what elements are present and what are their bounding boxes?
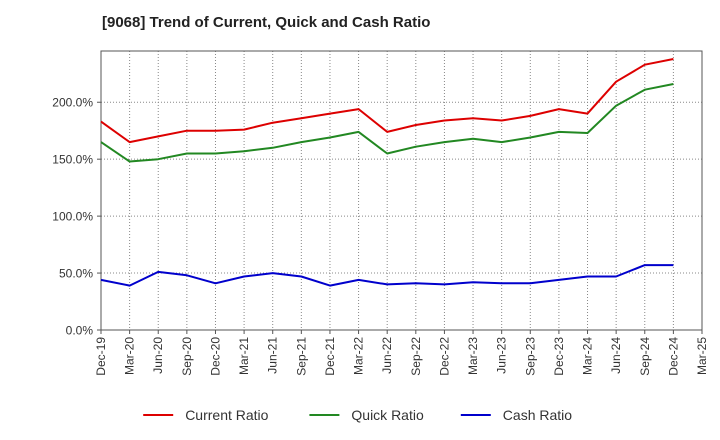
series-line-quick-ratio: [100, 83, 674, 163]
x-tick-label: Dec-20: [208, 337, 222, 376]
x-tick-label: Mar-20: [123, 337, 137, 375]
x-tick-label: Sep-20: [180, 337, 194, 376]
x-tick-label: Mar-23: [466, 337, 480, 375]
legend-item: Quick Ratio: [309, 407, 424, 423]
y-tick-label: 200.0%: [52, 96, 93, 110]
x-tick-label: Dec-24: [666, 337, 680, 376]
legend-label: Quick Ratio: [351, 407, 424, 423]
x-tick-label: Dec-21: [323, 337, 337, 376]
chart-title: [9068] Trend of Current, Quick and Cash …: [102, 14, 431, 31]
y-tick-label: 50.0%: [59, 267, 93, 281]
x-tick-label: Jun-24: [609, 337, 623, 374]
x-tick-label: Sep-22: [409, 337, 423, 376]
x-tick-label: Mar-21: [237, 337, 251, 375]
legend-label: Cash Ratio: [503, 407, 572, 423]
series-line-cash-ratio: [100, 264, 674, 287]
plot-frame: [100, 50, 703, 331]
x-tick-label: Mar-22: [352, 337, 366, 375]
legend-label: Current Ratio: [185, 407, 268, 423]
x-tick-label: Jun-20: [151, 337, 165, 374]
legend-item: Current Ratio: [143, 407, 269, 423]
x-tick-label: Jun-21: [266, 337, 280, 374]
x-tick-label: Dec-23: [552, 337, 566, 376]
x-tick-label: Jun-22: [380, 337, 394, 374]
x-tick-label: Sep-23: [523, 337, 537, 376]
x-tick-label: Dec-19: [94, 337, 108, 376]
y-tick-label: 0.0%: [66, 324, 94, 338]
y-tick-label: 100.0%: [52, 210, 93, 224]
x-tick-label: Mar-24: [581, 337, 595, 375]
x-tick-label: Mar-25: [695, 337, 709, 375]
legend-item: Cash Ratio: [460, 407, 572, 423]
x-tick-label: Jun-23: [495, 337, 509, 374]
x-tick-label: Sep-21: [294, 337, 308, 376]
x-tick-label: Dec-22: [437, 337, 451, 376]
y-tick-label: 150.0%: [52, 153, 93, 167]
x-tick-label: Sep-24: [638, 337, 652, 376]
series-line-current-ratio: [100, 58, 674, 144]
